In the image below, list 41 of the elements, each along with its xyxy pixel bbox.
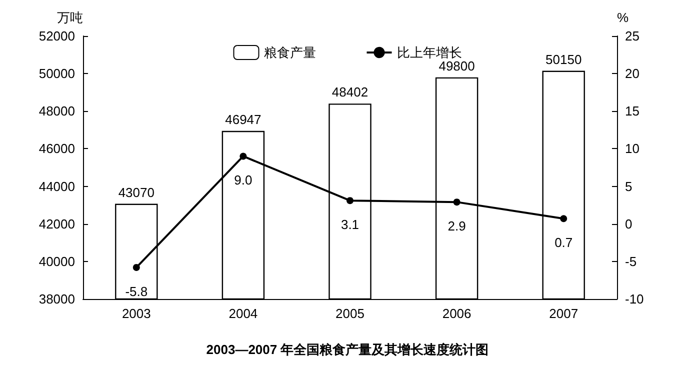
y2-tick-label: 25 — [625, 28, 640, 44]
data-label: 9.0 — [234, 172, 252, 188]
data-label: -5.8 — [125, 284, 148, 299]
point — [240, 152, 247, 160]
y2-tick-label: 15 — [625, 104, 640, 119]
point — [453, 198, 460, 206]
y-axis-title: 万吨 — [57, 10, 83, 25]
y-tick-label: 48000 — [38, 104, 75, 119]
y2-axis-title: % — [617, 10, 629, 25]
y2-tick-label: -10 — [625, 292, 644, 306]
text: 2003—2007 年全国粮食产量及其增长速度统计图 — [206, 342, 489, 357]
y-tick-label: 46000 — [38, 141, 75, 156]
y2-tick-label: -5 — [625, 254, 637, 269]
y2-tick-label: 20 — [625, 66, 640, 82]
y-tick-label: 42000 — [38, 216, 75, 232]
y-tick-label: 52000 — [38, 28, 75, 44]
point — [346, 197, 354, 204]
data-label: 43070 — [118, 184, 154, 200]
y2-tick-label: 0 — [625, 216, 632, 232]
data-label: 3.1 — [340, 217, 360, 232]
point — [560, 215, 568, 222]
x-tick-label: 2007 — [549, 306, 578, 321]
data-label: 46947 — [225, 112, 262, 127]
data-label: 48402 — [332, 84, 368, 100]
x-tick-label: 2005 — [336, 306, 364, 321]
y-tick-label: 40000 — [38, 254, 75, 269]
data-label: 2.9 — [448, 218, 466, 234]
x-tick-label: 2003 — [122, 306, 151, 321]
legend-label: 粮食产量 — [264, 45, 316, 60]
legend-label: 比上年增长 — [396, 45, 462, 60]
y-tick-label: 50000 — [38, 66, 75, 82]
data-label: 49800 — [438, 58, 475, 74]
point — [132, 264, 140, 271]
y-tick-label: 38000 — [38, 292, 75, 306]
y2-tick-label: 5 — [625, 178, 632, 194]
data-label: 0.7 — [554, 235, 573, 250]
x-tick-label: 2006 — [442, 306, 472, 321]
y-tick-label: 44000 — [38, 178, 75, 194]
data-label: 50150 — [546, 52, 582, 67]
x-tick-label: 2004 — [228, 306, 258, 321]
y2-tick-label: 10 — [625, 141, 640, 156]
